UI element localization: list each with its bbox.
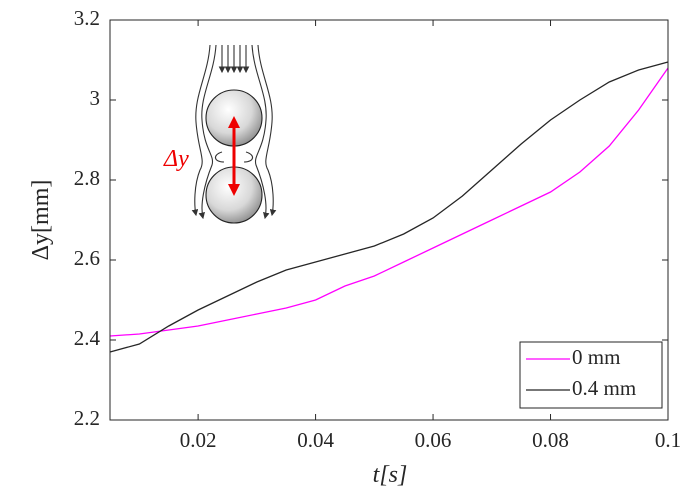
x-tick-label: 0.08 bbox=[532, 428, 569, 452]
inset-diagram bbox=[191, 44, 277, 224]
x-tick-label: 0.06 bbox=[415, 428, 452, 452]
y-tick-label: 3 bbox=[90, 86, 101, 110]
data-line bbox=[109, 67, 669, 337]
data-line bbox=[109, 61, 669, 353]
x-tick-label: 0.1 bbox=[655, 428, 681, 452]
legend-box bbox=[519, 341, 663, 409]
y-tick-label: 2.4 bbox=[74, 326, 101, 350]
y-tick-label: 2.6 bbox=[74, 246, 100, 270]
x-tick-label: 0.02 bbox=[180, 428, 217, 452]
y-tick-label: 2.2 bbox=[74, 406, 100, 430]
plot-frame bbox=[109, 19, 669, 421]
y-tick-label: 3.2 bbox=[74, 6, 100, 30]
x-tick-label: 0.04 bbox=[297, 428, 334, 452]
y-axis-label: Δy[mm] bbox=[28, 180, 54, 261]
annotation: Δy bbox=[163, 146, 189, 172]
legend-label: 0.4 mm bbox=[572, 376, 636, 400]
y-tick-label: 2.8 bbox=[74, 166, 100, 190]
x-axis-label: t[s] bbox=[373, 462, 408, 488]
legend-label: 0 mm bbox=[572, 345, 620, 369]
